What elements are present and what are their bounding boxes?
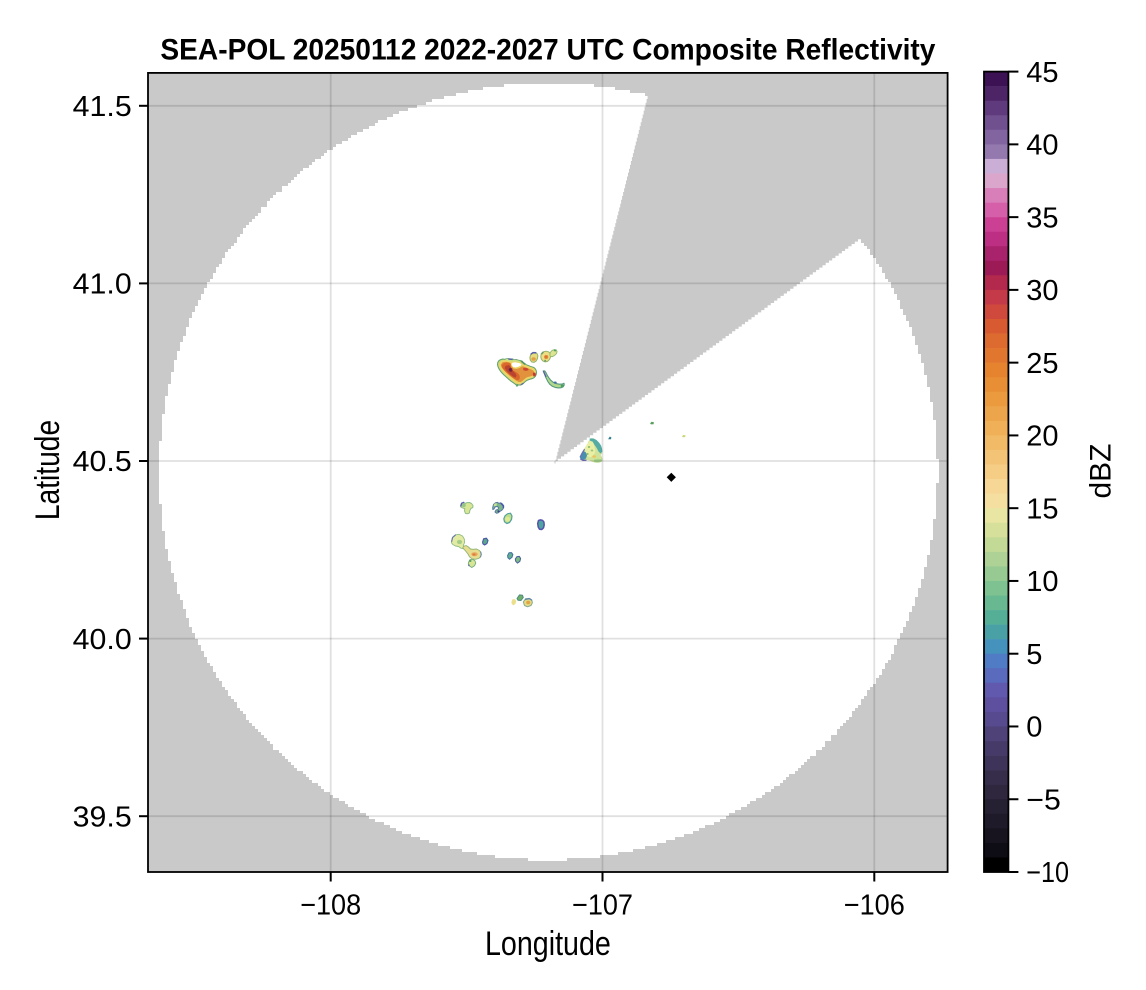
svg-text:−106: −106 [844, 890, 905, 922]
svg-text:0: 0 [1026, 712, 1042, 744]
svg-text:30: 30 [1026, 275, 1058, 307]
svg-text:35: 35 [1026, 202, 1058, 234]
svg-text:20: 20 [1026, 421, 1058, 453]
svg-text:41.0: 41.0 [73, 269, 132, 301]
svg-text:−108: −108 [300, 890, 361, 922]
svg-text:40.0: 40.0 [73, 624, 132, 656]
svg-text:Latitude: Latitude [29, 420, 67, 520]
svg-text:45: 45 [1026, 57, 1058, 89]
svg-text:10: 10 [1026, 566, 1058, 598]
svg-text:−10: −10 [1026, 857, 1069, 889]
svg-text:41.5: 41.5 [73, 91, 132, 123]
svg-text:−5: −5 [1026, 784, 1061, 816]
svg-text:Longitude: Longitude [485, 925, 611, 963]
svg-text:40.5: 40.5 [73, 446, 132, 478]
svg-text:39.5: 39.5 [73, 801, 132, 833]
svg-text:SEA-POL 20250112 2022-2027 UTC: SEA-POL 20250112 2022-2027 UTC Composite… [160, 34, 936, 67]
svg-text:15: 15 [1026, 493, 1058, 525]
svg-text:dBZ: dBZ [1084, 443, 1117, 498]
svg-text:5: 5 [1026, 639, 1042, 671]
svg-text:25: 25 [1026, 348, 1058, 380]
svg-text:−107: −107 [572, 890, 633, 922]
svg-text:40: 40 [1026, 130, 1058, 162]
